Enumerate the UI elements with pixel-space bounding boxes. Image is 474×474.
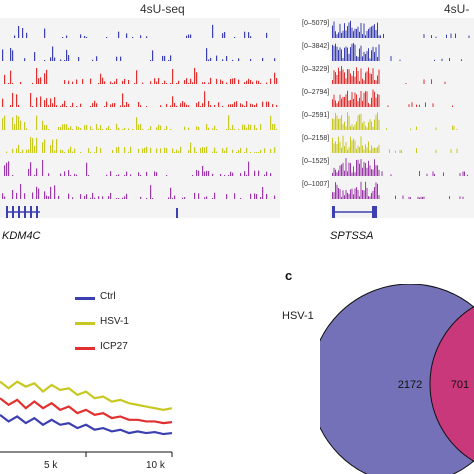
left-track-0	[14, 24, 268, 38]
right-track-5	[332, 135, 458, 153]
right-track-3	[332, 89, 453, 107]
venn-diagram: 2172 701	[320, 284, 474, 474]
line-chart: Ctrl HSV-1 ICP27 5 k 10 k	[0, 280, 200, 474]
left-gene-label: KDM4C	[2, 230, 41, 242]
left-panel-title: 4sU-seq	[140, 2, 185, 16]
left-track-4	[2, 115, 278, 130]
line-plot-area	[0, 380, 173, 457]
left-track-panel	[0, 18, 280, 218]
venn-set-label: HSV-1	[282, 310, 314, 322]
venn-left-circle	[320, 284, 474, 474]
left-track-5	[6, 137, 276, 153]
right-track-2	[332, 66, 446, 84]
left-track-7	[2, 184, 276, 199]
left-track-3	[2, 91, 278, 107]
right-gene-model	[332, 206, 377, 218]
right-range-4: [0–2591]	[302, 112, 330, 119]
right-track-panel	[330, 18, 474, 218]
right-range-2: [0–3229]	[302, 66, 330, 73]
x-tick-10k: 10 k	[146, 460, 165, 471]
venn-overlap-count: 701	[451, 379, 469, 391]
right-track-0	[332, 20, 470, 38]
left-track-2	[4, 67, 278, 84]
series-line-hsv1	[0, 380, 173, 411]
right-track-7	[332, 181, 464, 199]
series-line-ctrl	[0, 413, 173, 436]
legend-icp27-label: ICP27	[100, 341, 128, 352]
series-line-icp27	[0, 397, 173, 425]
right-range-5: [0–2158]	[302, 135, 330, 142]
legend-hsv1-line	[75, 322, 95, 325]
venn-left-count: 2172	[398, 379, 422, 391]
right-range-3: [0–2794]	[302, 89, 330, 96]
left-track-1	[2, 46, 276, 61]
right-track-ranges: [0–5079] [0–3842] [0–3229] [0–2794] [0–2591]…	[302, 18, 332, 208]
right-range-0: [0–5079]	[302, 20, 330, 27]
right-range-1: [0–3842]	[302, 43, 330, 50]
right-gene-label: SPTSSA	[330, 230, 374, 242]
right-range-6: [0–1525]	[302, 158, 330, 165]
panel-letter-c: c	[285, 268, 293, 283]
right-track-4	[332, 112, 458, 130]
legend-hsv1-label: HSV-1	[100, 316, 129, 327]
venn-overlap	[429, 306, 474, 462]
left-gene-model	[6, 206, 178, 218]
right-range-7: [0–1007]	[302, 181, 330, 188]
legend-ctrl-line	[75, 297, 95, 300]
legend-ctrl-label: Ctrl	[100, 291, 116, 302]
left-track-6	[4, 160, 272, 176]
x-tick-5k: 5 k	[44, 460, 58, 471]
right-track-6	[332, 158, 468, 176]
right-track-1	[332, 43, 462, 61]
legend-icp27-line	[75, 347, 95, 350]
